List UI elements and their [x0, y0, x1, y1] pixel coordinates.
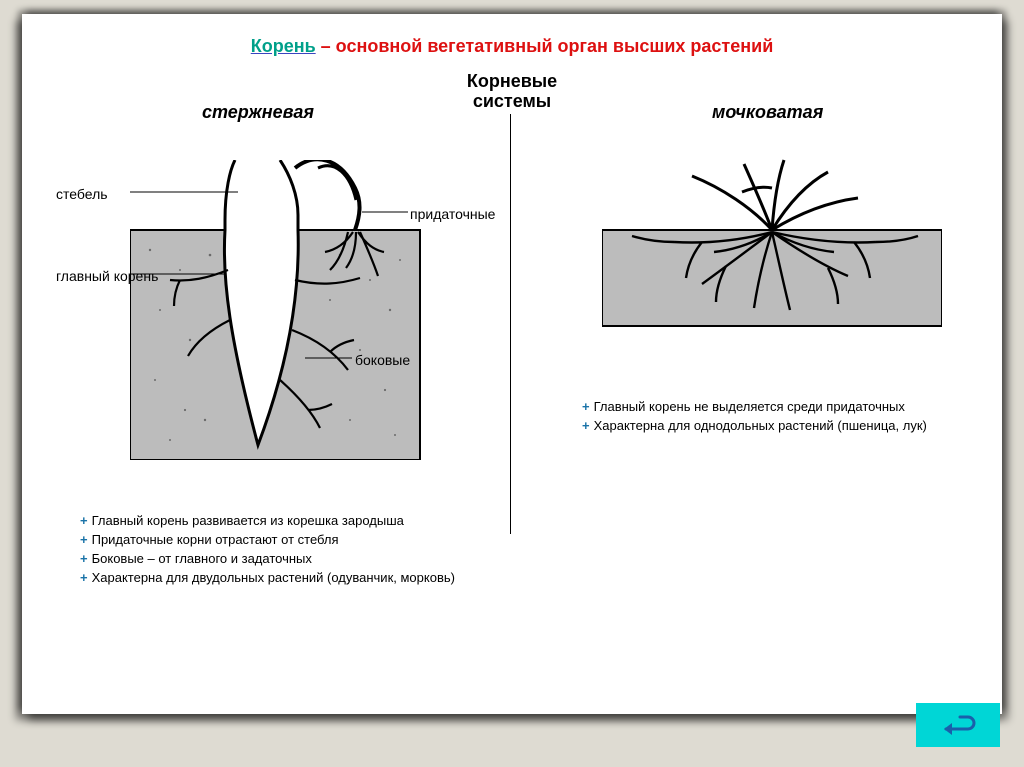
- left-heading: стержневая: [202, 102, 314, 123]
- slide-canvas: Корень – основной вегетативный орган выс…: [22, 14, 1002, 714]
- page-title: Корень – основной вегетативный орган выс…: [22, 36, 1002, 57]
- label-main-root: главный корень: [56, 268, 158, 284]
- label-stem: стебель: [56, 186, 108, 202]
- bullet-item: + Боковые – от главного и задаточных: [80, 550, 455, 569]
- bullet-text: Характерна для двудольных растений (одув…: [92, 570, 455, 585]
- taproot-diagram: [130, 160, 490, 460]
- bullet-plus-icon: +: [582, 399, 590, 414]
- bullet-text: Характерна для однодольных растений (пше…: [594, 418, 927, 433]
- title-rest: – основной вегетативный орган высших рас…: [316, 36, 774, 56]
- bullet-text: Боковые – от главного и задаточных: [92, 551, 312, 566]
- bullet-plus-icon: +: [80, 551, 88, 566]
- label-adventitious: придаточные: [410, 206, 495, 222]
- bullet-item: + Придаточные корни отрастают от стебля: [80, 531, 455, 550]
- label-lateral: боковые: [355, 352, 410, 368]
- bullet-text: Главный корень развивается из корешка за…: [92, 513, 404, 528]
- section-subtitle: Корневые системы: [22, 72, 1002, 112]
- bullet-plus-icon: +: [80, 513, 88, 528]
- bullet-item: + Характерна для однодольных растений (пш…: [582, 417, 927, 436]
- fibrous-bullets: + Главный корень не выделяется среди прид…: [582, 398, 927, 436]
- bullet-plus-icon: +: [80, 532, 88, 547]
- bullet-item: + Главный корень развивается из корешка з…: [80, 512, 455, 531]
- bullet-plus-icon: +: [582, 418, 590, 433]
- bullet-item: + Главный корень не выделяется среди прид…: [582, 398, 927, 417]
- title-link-word: Корень: [251, 36, 316, 56]
- bullet-plus-icon: +: [80, 570, 88, 585]
- fibrous-root-diagram: [602, 158, 942, 358]
- right-heading: мочковатая: [712, 102, 823, 123]
- return-arrow-icon: [938, 711, 978, 739]
- bullet-text: Придаточные корни отрастают от стебля: [92, 532, 339, 547]
- taproot-bullets: + Главный корень развивается из корешка з…: [80, 512, 455, 587]
- bullet-item: + Характерна для двудольных растений (оду…: [80, 569, 455, 588]
- vertical-divider: [510, 114, 511, 534]
- back-button[interactable]: [916, 703, 1000, 747]
- bullet-text: Главный корень не выделяется среди прида…: [594, 399, 905, 414]
